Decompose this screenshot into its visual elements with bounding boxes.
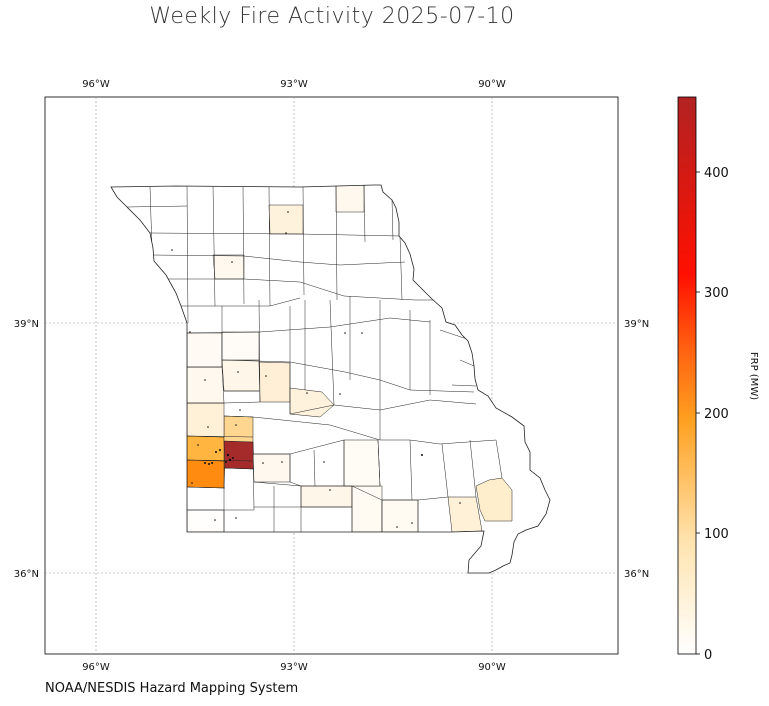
colorbar-tick-label: 200 bbox=[704, 407, 729, 422]
colorbar-tick-label: 0 bbox=[704, 648, 712, 663]
fire-point bbox=[204, 379, 206, 381]
fire-point bbox=[287, 211, 289, 213]
fire-point bbox=[228, 458, 232, 462]
right-lat-label: 39°N bbox=[624, 319, 649, 330]
fire-point bbox=[396, 526, 398, 528]
fire-point bbox=[329, 489, 331, 491]
fire-point bbox=[262, 462, 264, 464]
colorbar-gradient bbox=[677, 96, 697, 655]
fire-point bbox=[344, 332, 346, 334]
county-cedar bbox=[223, 415, 254, 443]
fire-point bbox=[215, 451, 217, 453]
fire-point bbox=[239, 409, 241, 411]
fire-point bbox=[237, 371, 239, 373]
bottom-lon-label: 96°W bbox=[82, 662, 110, 673]
county-mcdonald bbox=[186, 509, 225, 533]
colorbar-ticks bbox=[696, 171, 700, 655]
county-douglas bbox=[300, 485, 353, 508]
fire-point bbox=[235, 424, 237, 426]
county-schuyler bbox=[335, 185, 365, 213]
fire-point bbox=[265, 375, 267, 377]
fire-point bbox=[207, 426, 209, 428]
fire-point bbox=[281, 461, 283, 463]
fire-detections bbox=[171, 211, 461, 528]
fire-point bbox=[231, 261, 233, 263]
county-butler bbox=[447, 496, 483, 533]
fire-point bbox=[339, 393, 341, 395]
left-lat-label: 39°N bbox=[14, 319, 39, 330]
fire-point bbox=[219, 449, 221, 451]
county-henry bbox=[221, 331, 260, 361]
colorbar-label: FRP (MW) bbox=[748, 352, 759, 400]
county-st-clair bbox=[221, 359, 261, 392]
colorbar: 0 100 200 300 400 FRP (MW) bbox=[677, 96, 759, 663]
fire-point bbox=[361, 332, 363, 334]
county-hickory bbox=[258, 361, 291, 403]
fire-point bbox=[225, 461, 227, 463]
county-clinton bbox=[212, 254, 245, 280]
county-grundy bbox=[268, 204, 304, 235]
missouri-outline bbox=[110, 184, 551, 574]
fire-point bbox=[204, 462, 206, 464]
fire-point bbox=[211, 462, 213, 464]
county-cass bbox=[186, 332, 223, 368]
map-title: Weekly Fire Activity 2025-07-10 bbox=[149, 4, 515, 29]
county-jasper bbox=[186, 459, 226, 489]
top-lon-label: 93°W bbox=[280, 79, 308, 90]
fire-point bbox=[285, 232, 287, 234]
colorbar-tick-label: 400 bbox=[704, 166, 729, 181]
bottom-lon-label: 90°W bbox=[478, 662, 506, 673]
fire-point bbox=[189, 331, 191, 333]
fire-counties bbox=[186, 185, 513, 533]
county-stoddard bbox=[475, 477, 513, 522]
fire-point bbox=[208, 463, 210, 465]
fire-point bbox=[459, 502, 461, 504]
top-lon-label: 90°W bbox=[478, 79, 506, 90]
credit-text: NOAA/NESDIS Hazard Mapping System bbox=[45, 681, 299, 696]
fire-point bbox=[171, 249, 173, 251]
fire-point bbox=[191, 482, 193, 484]
fire-point bbox=[411, 522, 413, 524]
colorbar-tick-label: 100 bbox=[704, 527, 729, 542]
graticule-labels: 96°W 93°W 90°W 96°W 93°W 90°W 39°N 36°N … bbox=[14, 79, 649, 673]
county-greene bbox=[252, 453, 291, 483]
county-texas bbox=[343, 439, 381, 487]
county-barton bbox=[186, 435, 226, 462]
bottom-lon-label: 93°W bbox=[280, 662, 308, 673]
county-bates bbox=[186, 366, 225, 404]
right-lat-label: 36°N bbox=[624, 569, 649, 580]
fire-point bbox=[306, 392, 308, 394]
colorbar-tick-label: 300 bbox=[704, 286, 729, 301]
left-lat-label: 36°N bbox=[14, 569, 39, 580]
fire-point bbox=[197, 444, 199, 446]
fire-point bbox=[226, 453, 230, 457]
county-boundaries bbox=[126, 185, 503, 532]
fire-point bbox=[323, 461, 325, 463]
county-oregon bbox=[381, 499, 419, 533]
top-lon-label: 96°W bbox=[82, 79, 110, 90]
fire-point bbox=[214, 519, 216, 521]
county-vernon bbox=[186, 402, 225, 438]
fire-point bbox=[232, 457, 234, 459]
fire-point bbox=[235, 517, 237, 519]
fire-point bbox=[421, 454, 423, 456]
